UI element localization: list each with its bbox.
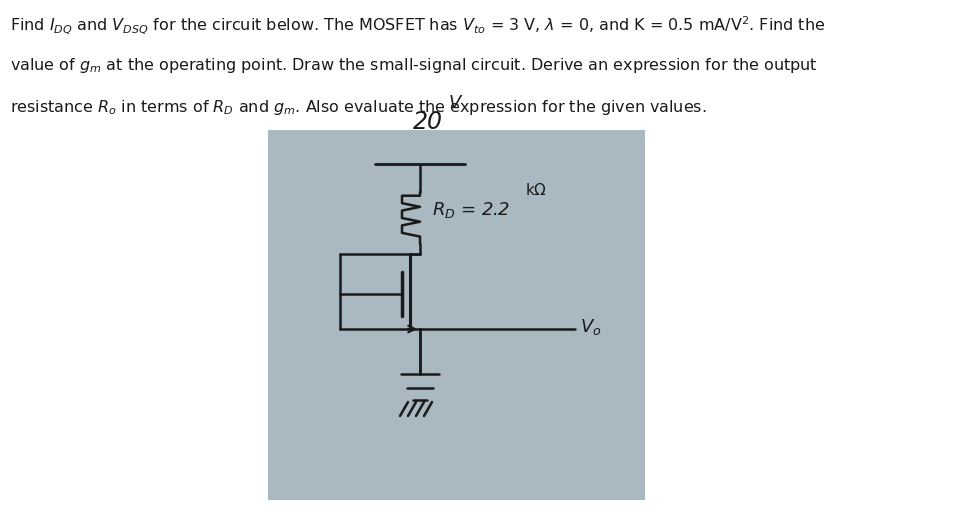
Text: Find $I_{DQ}$ and $V_{DSQ}$ for the circuit below. The MOSFET has $V_{to}$ = 3 V: Find $I_{DQ}$ and $V_{DSQ}$ for the circ…: [10, 14, 825, 36]
Text: $V_o$: $V_o$: [580, 317, 602, 337]
Text: k$\Omega$: k$\Omega$: [525, 182, 547, 198]
Text: $R_D$ = 2.2: $R_D$ = 2.2: [432, 200, 510, 220]
Bar: [268, 130, 645, 500]
Text: 20: 20: [413, 110, 443, 134]
Text: value of $g_m$ at the operating point. Draw the small-signal circuit. Derive an : value of $g_m$ at the operating point. D…: [10, 56, 818, 75]
Text: V: V: [449, 94, 461, 112]
Text: resistance $R_o$ in terms of $R_D$ and $g_m$. Also evaluate the expression for t: resistance $R_o$ in terms of $R_D$ and $…: [10, 98, 707, 117]
